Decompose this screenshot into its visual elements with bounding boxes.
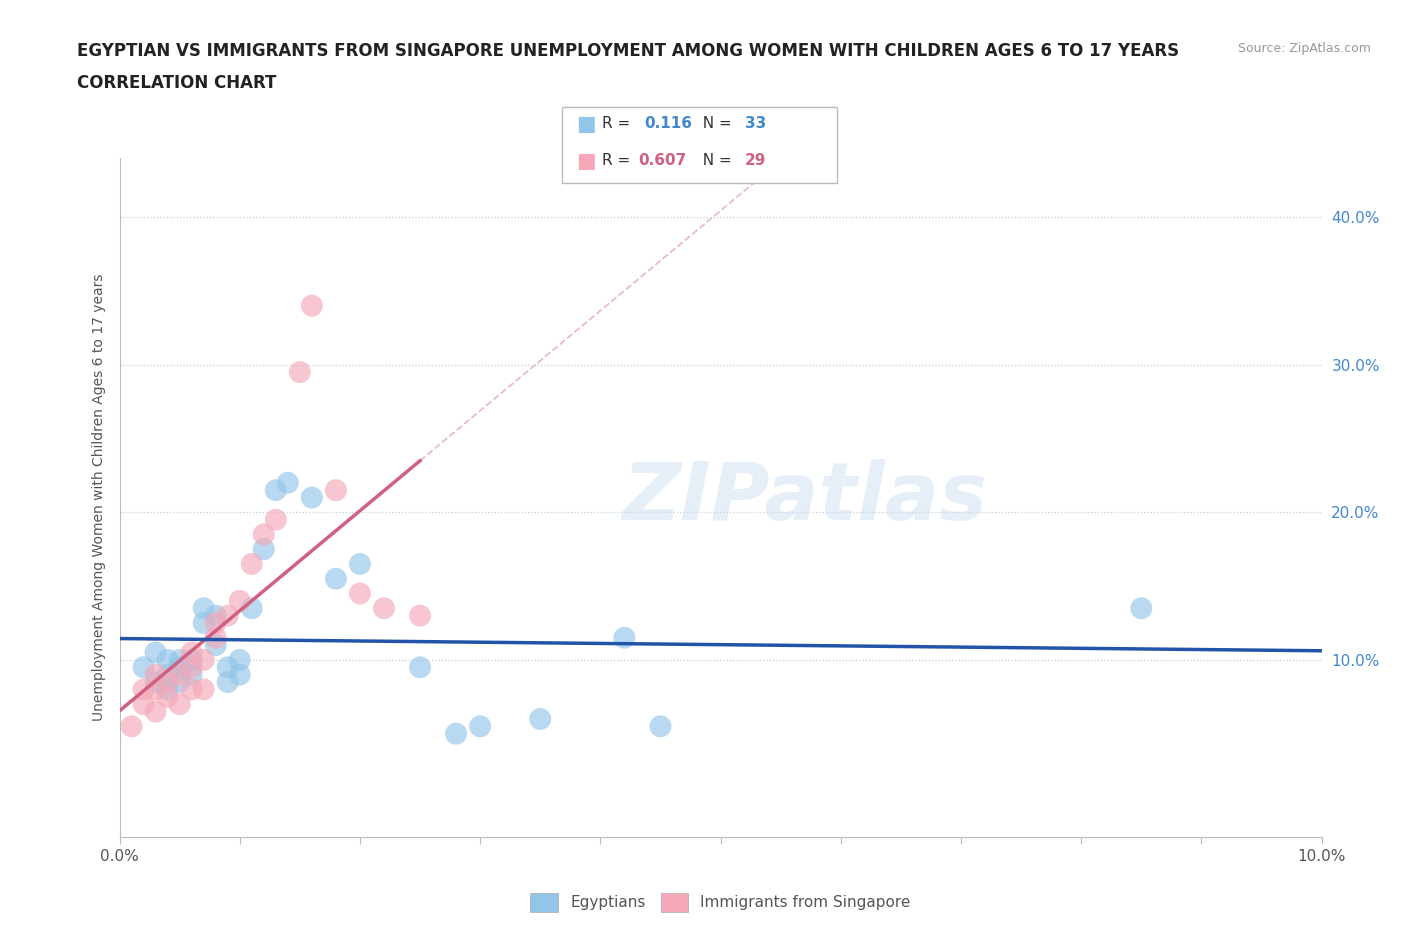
Point [228, 653, 252, 668]
Point [145, 645, 167, 660]
Point [204, 608, 226, 623]
Point [228, 667, 252, 682]
Point [204, 638, 226, 653]
Point [180, 645, 202, 660]
Point [240, 556, 263, 571]
Point [169, 660, 191, 675]
Point [217, 608, 239, 623]
Point [156, 689, 179, 704]
Point [145, 667, 167, 682]
Point [169, 653, 191, 668]
Text: 33: 33 [745, 116, 766, 131]
Text: N =: N = [693, 153, 737, 168]
Text: ZIPatlas: ZIPatlas [623, 458, 987, 537]
Point [325, 571, 347, 586]
Point [204, 616, 226, 631]
Text: Source: ZipAtlas.com: Source: ZipAtlas.com [1237, 42, 1371, 55]
Point [1130, 601, 1153, 616]
Text: ■: ■ [576, 113, 596, 134]
Text: EGYPTIAN VS IMMIGRANTS FROM SINGAPORE UNEMPLOYMENT AMONG WOMEN WITH CHILDREN AGE: EGYPTIAN VS IMMIGRANTS FROM SINGAPORE UN… [77, 42, 1180, 60]
Point [349, 586, 371, 601]
Point [145, 682, 167, 697]
Point [180, 653, 202, 668]
Point [409, 608, 432, 623]
Point [444, 726, 467, 741]
Point [156, 682, 179, 697]
Point [253, 542, 276, 557]
Point [132, 697, 155, 711]
Point [253, 527, 276, 542]
Point [349, 556, 371, 571]
Text: N =: N = [693, 116, 737, 131]
Point [650, 719, 672, 734]
Point [204, 631, 226, 645]
Point [169, 674, 191, 689]
Point [613, 631, 636, 645]
Point [169, 697, 191, 711]
Point [132, 660, 155, 675]
Point [301, 299, 323, 313]
Point [193, 653, 215, 668]
Text: 0.607: 0.607 [638, 153, 686, 168]
Point [169, 667, 191, 682]
Point [468, 719, 492, 734]
Point [156, 667, 179, 682]
Legend: Egyptians, Immigrants from Singapore: Egyptians, Immigrants from Singapore [524, 887, 917, 918]
Point [193, 601, 215, 616]
Point [145, 704, 167, 719]
Point [217, 674, 239, 689]
Point [156, 674, 179, 689]
Point [264, 512, 287, 527]
Point [156, 653, 179, 668]
Text: 29: 29 [745, 153, 766, 168]
Point [180, 660, 202, 675]
Point [240, 601, 263, 616]
Point [180, 682, 202, 697]
Point [228, 593, 252, 608]
Point [217, 660, 239, 675]
Text: 0.116: 0.116 [644, 116, 692, 131]
Point [301, 490, 323, 505]
Text: ■: ■ [576, 151, 596, 171]
Text: R =: R = [602, 153, 636, 168]
Point [373, 601, 395, 616]
Point [325, 483, 347, 498]
Point [193, 682, 215, 697]
Point [264, 483, 287, 498]
Text: R =: R = [602, 116, 640, 131]
Point [180, 667, 202, 682]
Point [132, 682, 155, 697]
Y-axis label: Unemployment Among Women with Children Ages 6 to 17 years: Unemployment Among Women with Children A… [93, 273, 107, 722]
Point [145, 674, 167, 689]
Text: CORRELATION CHART: CORRELATION CHART [77, 74, 277, 92]
Point [409, 660, 432, 675]
Point [193, 616, 215, 631]
Point [529, 711, 551, 726]
Point [277, 475, 299, 490]
Point [121, 719, 143, 734]
Point [288, 365, 311, 379]
